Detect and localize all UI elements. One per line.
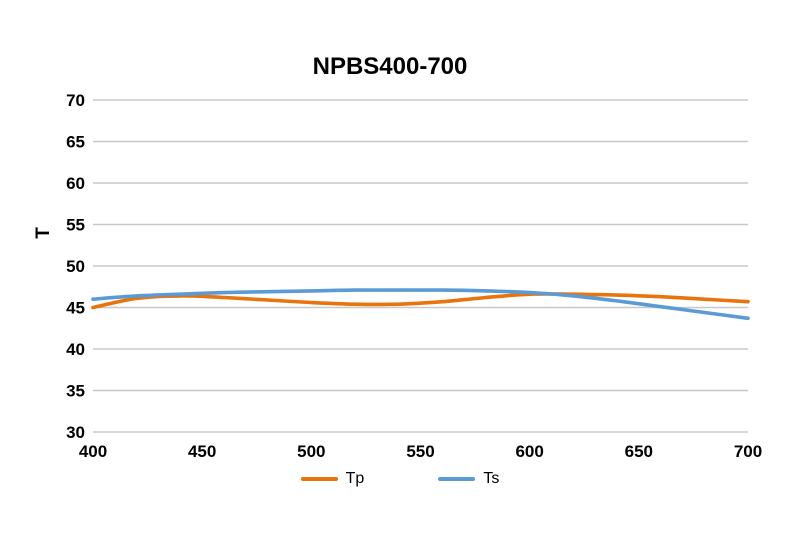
y-tick-label: 40 [66, 340, 85, 359]
x-tick-label: 600 [515, 442, 543, 461]
x-tick-label: 650 [625, 442, 653, 461]
ts-line-swatch [438, 477, 476, 481]
legend-label-ts: Ts [483, 470, 500, 487]
x-tick-label: 500 [297, 442, 325, 461]
x-tick-label: 700 [734, 442, 762, 461]
y-tick-label: 35 [66, 382, 85, 401]
legend-item-tp: Tp [300, 470, 365, 488]
legend-label-tp: Tp [345, 470, 365, 487]
y-tick-label: 60 [66, 174, 85, 193]
series-line-tp [91, 292, 750, 310]
y-tick-label: 30 [66, 423, 85, 442]
y-tick-label: 65 [66, 133, 85, 152]
y-tick-label: 70 [66, 91, 85, 110]
series-line-ts [91, 288, 750, 321]
chart-title: NPBS400-700 [312, 53, 468, 80]
legend: Tp Ts [0, 470, 800, 488]
y-tick-label: 45 [66, 299, 85, 318]
y-tick-label: 50 [66, 257, 85, 276]
x-tick-label: 550 [406, 442, 434, 461]
y-tick-label: 55 [66, 216, 85, 235]
tp-line-swatch [300, 477, 338, 481]
x-tick-label: 400 [79, 442, 107, 461]
legend-item-ts: Ts [438, 470, 499, 488]
x-tick-label: 450 [188, 442, 216, 461]
